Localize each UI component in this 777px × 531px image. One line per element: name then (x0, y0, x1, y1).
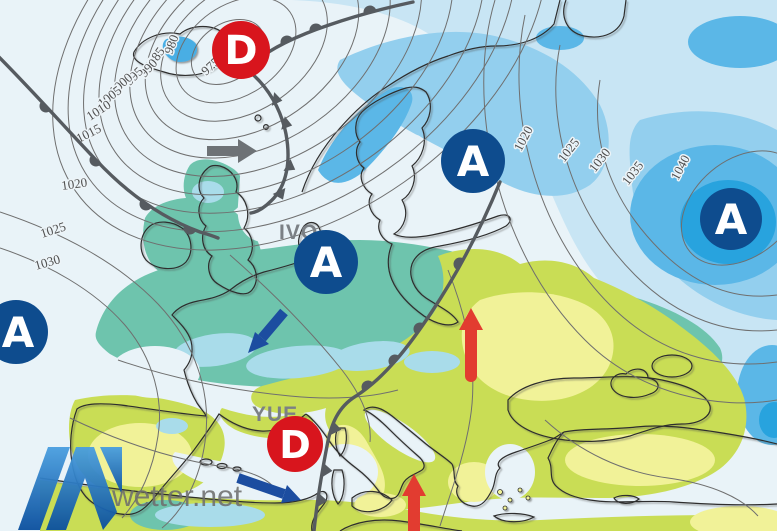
wetter-net-logo-text: wetter.net (111, 480, 243, 513)
coast-ireland (140, 221, 192, 270)
coast-white-sea (563, 0, 627, 38)
sea-aegean (485, 444, 535, 500)
high-pressure-marker-baltic: A (441, 129, 505, 193)
coast-black-sea (507, 376, 711, 442)
red-warm-air-arrow-south-italy-icon (402, 474, 426, 531)
coast-west-europe-iberia (70, 255, 317, 516)
isobars-low-iceland (52, 0, 548, 251)
cold-air-kola-spot (536, 26, 584, 50)
coast-orkney (254, 114, 262, 122)
cool-pocket-scotland (192, 181, 224, 203)
coast-turkey-north (563, 425, 777, 445)
svg-text:A: A (310, 238, 343, 287)
blue-cold-air-arrow-balearic-icon (236, 473, 301, 503)
cool-pocket-germany (404, 351, 460, 373)
sea-tyrrhenian (312, 444, 378, 500)
coast-baltic-sea (355, 86, 511, 326)
warm-air-yellow-egypt (690, 506, 777, 531)
warm-front-arctic (250, 0, 415, 66)
low-pressure-marker-iceland: D (212, 21, 270, 79)
gray-flow-arrow-icon (207, 139, 257, 163)
isobars-high-atlantic (0, 211, 208, 529)
coast-sardinia (331, 469, 345, 505)
coast-great-britain (198, 164, 257, 295)
coast-crimea (610, 368, 659, 398)
front-central-europe (312, 180, 502, 531)
wetter-net-logo-icon (18, 447, 122, 530)
warm-air-yellow-turkey (565, 434, 715, 486)
coast-cyprus (613, 494, 640, 504)
fronts (0, 0, 502, 531)
high-pressure-marker-atlantic: A (0, 300, 48, 364)
flow-arrows (207, 139, 483, 531)
high-pressure-marker-north-sea: A (294, 230, 358, 294)
coast-sicily (351, 490, 393, 513)
coast-aegean-islands (497, 487, 531, 511)
sea-north-sea (237, 136, 316, 243)
cold-air-region-medium-north (337, 31, 609, 196)
cold-air-caspian-core (759, 402, 777, 438)
pressure-system-markers: D A A A A D (0, 21, 762, 472)
warm-front-atlantic (0, 55, 220, 240)
svg-text:A: A (457, 137, 490, 186)
coast-azov-sea (651, 354, 693, 378)
high-pressure-marker-russia: A (700, 188, 762, 250)
svg-text:D: D (279, 423, 311, 467)
isobar-label-1020-west: 1020 (60, 174, 88, 192)
low-pressure-marker-mediterranean: D (267, 416, 323, 472)
isobars-minor (69, 254, 759, 527)
coast-crete (492, 512, 536, 523)
land-sweden-pale (386, 134, 430, 218)
coast-corsica (334, 427, 347, 457)
cool-pocket-spain (156, 418, 188, 434)
warm-air-yellow-sicily (354, 493, 406, 517)
wetter-net-logo: wetter.net (18, 447, 243, 530)
isobars-high-east (483, 0, 777, 404)
cool-pocket-algeria (155, 503, 265, 527)
coast-italy-adriatic (305, 406, 453, 500)
cold-air-spot-topright (688, 16, 777, 68)
mild-air-uk (143, 197, 263, 299)
cool-pocket-france-east (246, 345, 350, 379)
svg-text:D: D (224, 28, 257, 74)
warm-air-yellow-balkans (461, 292, 614, 401)
blue-cold-air-arrow-france-icon (248, 308, 288, 353)
coast-north-africa (39, 477, 328, 531)
coast-mallorca (199, 458, 213, 466)
svg-text:A: A (715, 195, 748, 244)
red-warm-air-arrow-central-icon (459, 308, 483, 382)
svg-text:A: A (2, 308, 35, 357)
coast-libya (339, 519, 463, 531)
cold-front-north-sea (248, 70, 296, 215)
